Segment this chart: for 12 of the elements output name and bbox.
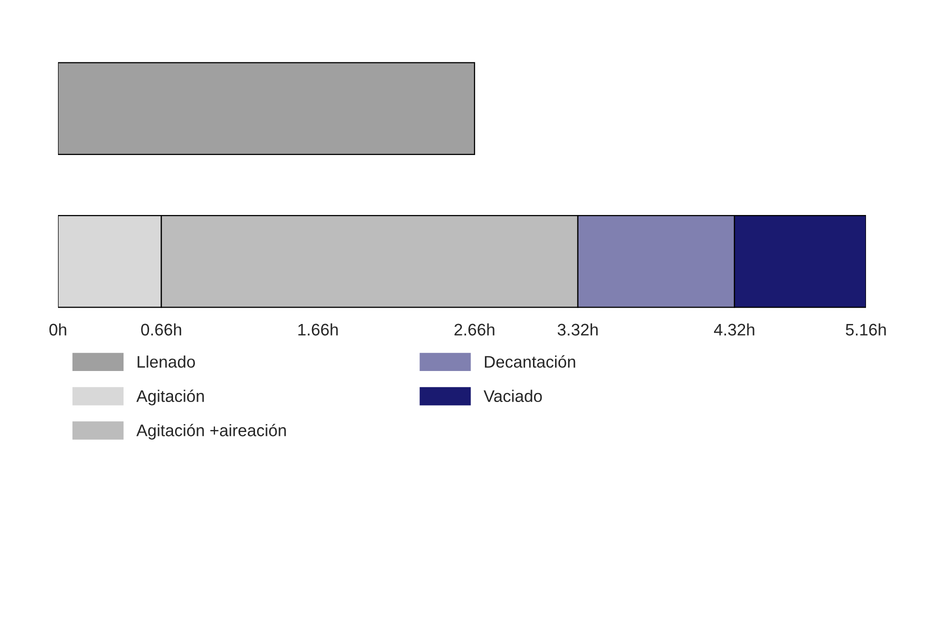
x-tick-label: 1.66h [298, 323, 338, 336]
x-tick-label: 3.32h [558, 323, 598, 336]
x-tick-label: 5.16h [846, 323, 886, 336]
legend-label: Llenado [138, 355, 195, 368]
x-tick-label: 2.66h [454, 323, 494, 336]
x-tick-label: 0.66h [141, 323, 182, 336]
x-tick-label: 4.32h [714, 323, 754, 336]
legend-label: Agitación [136, 390, 204, 406]
legend-label: Vaciado [484, 390, 542, 402]
legend-label: Agitación +aireación [136, 424, 286, 440]
legend-label: Decantación [484, 355, 576, 368]
x-tick-label: 0h [49, 323, 66, 336]
